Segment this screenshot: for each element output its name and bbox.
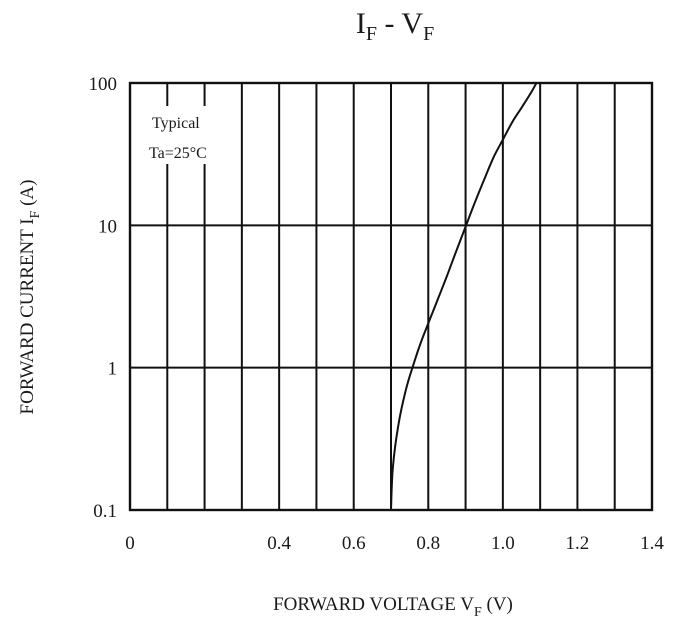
x-axis-label-subscript: F — [474, 605, 482, 620]
x-tick-label: 0.4 — [267, 533, 291, 554]
x-tick-label: 0.6 — [342, 533, 366, 554]
y-axis-label-subscript: F — [28, 210, 43, 218]
chart-title-vf-subscript: F — [423, 23, 434, 45]
x-tick-label: 0 — [125, 533, 135, 554]
y-tick-label: 0.1 — [93, 501, 117, 522]
y-tick-labels: 100 10 1 0.1 — [89, 74, 118, 522]
chart-title-vf: V — [401, 7, 423, 40]
x-axis-label: FORWARD VOLTAGE VF (V) — [273, 594, 513, 620]
x-tick-labels: 0 0.4 0.6 0.8 1.0 1.2 1.4 — [125, 533, 664, 554]
y-axis-label: FORWARD CURRENT IF (A) — [17, 180, 43, 415]
chart-title-dash: - — [377, 7, 401, 40]
y-tick-label: 100 — [89, 74, 118, 95]
annotation-background — [146, 106, 238, 164]
x-tick-label: 0.8 — [416, 533, 440, 554]
grid — [130, 83, 652, 510]
x-axis-label-text: FORWARD VOLTAGE V — [273, 594, 474, 615]
y-axis-label-text: FORWARD CURRENT I — [17, 218, 38, 414]
x-tick-label: 1.4 — [640, 533, 664, 554]
x-axis-label-unit: (V) — [482, 594, 513, 615]
chart-title-if: I — [356, 7, 366, 40]
annotation-typical: Typical — [152, 115, 200, 132]
annotation-temperature: Ta=25°C — [149, 145, 207, 162]
x-tick-label: 1.2 — [566, 533, 590, 554]
y-tick-label: 10 — [98, 216, 117, 237]
y-tick-label: 1 — [108, 359, 118, 380]
chart-title-if-subscript: F — [366, 23, 377, 45]
chart-title: IF - VF — [356, 7, 434, 45]
x-tick-label: 1.0 — [491, 533, 515, 554]
y-axis-label-unit: (A) — [17, 180, 38, 211]
if-vf-curve — [390, 82, 538, 511]
